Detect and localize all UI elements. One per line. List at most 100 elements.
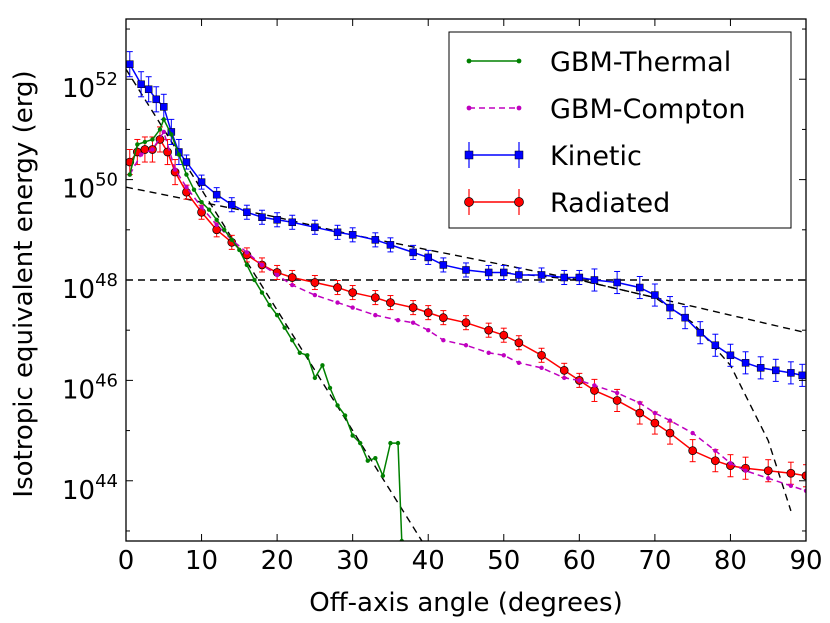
- gbm-thermal-point: [350, 433, 355, 438]
- gbm-compton-point: [138, 152, 144, 157]
- gbm-thermal-point: [252, 277, 257, 283]
- gbm-compton-point: [312, 292, 318, 298]
- x-tick-label: 20: [261, 546, 294, 576]
- series-gbm-thermal: [127, 117, 404, 541]
- gbm-thermal-point: [214, 217, 219, 222]
- gbm-compton-point: [150, 147, 155, 152]
- legend-marker: [466, 58, 472, 64]
- kinetic-point: [711, 341, 720, 349]
- gbm-compton-point: [486, 350, 491, 355]
- radiated-point: [786, 468, 796, 478]
- gbm-compton-point: [172, 167, 178, 172]
- gbm-thermal-point: [395, 440, 401, 446]
- gbm-compton-point: [766, 476, 771, 481]
- kinetic-point: [144, 85, 153, 94]
- gbm-compton-point: [199, 205, 204, 210]
- kinetic-point: [424, 253, 432, 262]
- reference-line-2: [126, 186, 806, 334]
- kinetic-point: [726, 351, 735, 360]
- gbm-compton-point: [562, 375, 567, 381]
- x-tick-label: 70: [638, 546, 671, 576]
- gbm-compton-point: [539, 365, 544, 371]
- gbm-thermal-point: [157, 127, 163, 132]
- gbm-thermal-point: [127, 172, 132, 177]
- x-tick-label: 0: [118, 546, 135, 576]
- kinetic-point: [311, 223, 319, 232]
- gbm-compton-point: [667, 418, 673, 423]
- gbm-compton-point: [395, 317, 401, 323]
- gbm-thermal-point: [267, 302, 272, 308]
- kinetic-point: [137, 80, 145, 88]
- kinetic-point: [273, 216, 281, 224]
- kinetic-point: [182, 158, 191, 166]
- kinetic-point: [787, 369, 795, 377]
- y-tick-label: 1046: [62, 370, 118, 405]
- x-tick-label: 10: [185, 546, 218, 576]
- radiated-point: [140, 145, 150, 154]
- radiated-point: [287, 273, 297, 282]
- kinetic-point: [197, 178, 206, 186]
- kinetic-point: [409, 248, 417, 257]
- y-axis-label: Isotropic equivalent energy (erg): [9, 70, 39, 497]
- kinetic-point: [772, 366, 780, 375]
- gbm-compton-point: [290, 282, 295, 288]
- kinetic-point: [590, 276, 599, 284]
- legend-entry-gbm-compton: GBM-Compton: [466, 94, 746, 125]
- gbm-thermal-point: [229, 237, 234, 243]
- kinetic-point: [484, 268, 493, 277]
- legend-entry-radiated: Radiated: [464, 188, 670, 219]
- radiated-point: [212, 225, 222, 235]
- gbm-thermal-point: [199, 200, 204, 205]
- radiated-point: [386, 298, 395, 307]
- radiated-point: [310, 278, 320, 287]
- kinetic-point: [575, 273, 584, 282]
- gbm-thermal-point: [150, 137, 155, 142]
- series-layer: [126, 51, 806, 541]
- legend-label-kinetic: Kinetic: [550, 141, 642, 172]
- gbm-thermal-point: [365, 458, 370, 463]
- gbm-thermal-point: [327, 385, 333, 391]
- series-kinetic: [126, 51, 806, 387]
- gbm-compton-point: [463, 343, 469, 348]
- kinetic-point: [126, 60, 134, 68]
- kinetic-point: [258, 213, 266, 222]
- gbm-compton-point: [516, 360, 522, 366]
- axis-ticks: 0 10 20 30 40 50 60 70 80 90 1044 1046 1048 1050 1052: [62, 19, 823, 576]
- gbm-compton-point: [713, 448, 718, 453]
- gbm-compton-point: [501, 353, 506, 358]
- kinetic-point: [798, 371, 806, 380]
- kinetic-point: [560, 273, 568, 282]
- x-axis-label: Off-axis angle (degrees): [309, 588, 622, 618]
- gbm-thermal-point: [282, 325, 287, 330]
- legend-marker: [466, 105, 472, 111]
- gbm-thermal-point: [161, 117, 166, 122]
- kinetic-point: [228, 200, 236, 209]
- kinetic-point: [741, 359, 750, 367]
- reference-line-3: [126, 68, 423, 541]
- gbm-compton-point: [743, 468, 748, 473]
- radiated-point: [590, 386, 599, 395]
- gbm-thermal-point: [222, 227, 227, 233]
- kinetic-point: [613, 278, 621, 287]
- legend-marker: [514, 150, 524, 160]
- kinetic-point: [462, 266, 470, 274]
- kinetic-point: [756, 364, 765, 372]
- gbm-thermal-line: [129, 117, 403, 541]
- kinetic-point: [288, 218, 296, 227]
- y-tick-label: 1048: [62, 270, 118, 305]
- gbm-compton-line: [129, 130, 806, 492]
- radiated-point: [635, 408, 645, 418]
- radiated-point: [559, 365, 569, 375]
- radiated-point: [650, 418, 660, 428]
- gbm-thermal-point: [380, 473, 386, 478]
- gbm-compton-point: [184, 184, 189, 190]
- gbm-thermal-point: [274, 312, 280, 318]
- kinetic-point: [212, 190, 221, 199]
- gbm-thermal-point: [305, 353, 310, 358]
- gbm-thermal-point: [206, 207, 212, 212]
- radiated-point: [710, 456, 720, 466]
- radiated-point: [408, 303, 418, 312]
- gbm-thermal-point: [388, 440, 393, 446]
- legend-marker: [516, 58, 522, 64]
- gbm-compton-point: [652, 410, 658, 416]
